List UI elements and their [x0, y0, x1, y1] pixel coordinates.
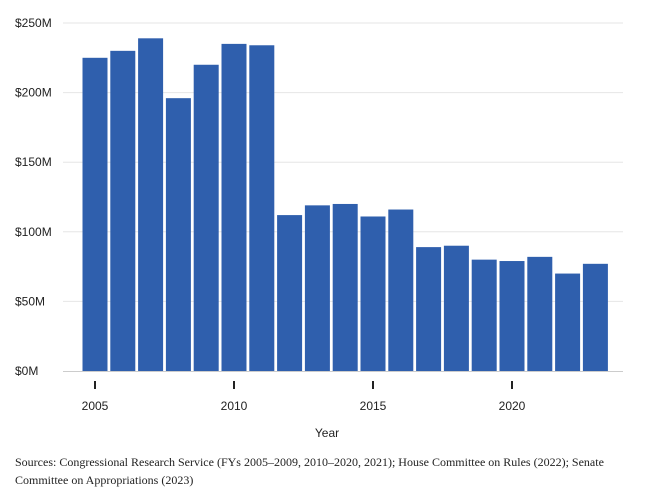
- bar-2007: [138, 38, 164, 371]
- bar-2012: [277, 215, 303, 371]
- y-tick-label: $100M: [15, 225, 52, 239]
- bar-2014: [332, 203, 358, 371]
- bar-2019: [471, 259, 497, 371]
- bar-2020: [499, 261, 525, 371]
- bar-2010: [221, 43, 247, 371]
- source-note: Sources: Congressional Research Service …: [15, 455, 604, 487]
- axes: $0M $50M $100M $150M $200M $250M 2005 2010 2015 2…: [15, 16, 623, 413]
- bar-2009: [193, 64, 219, 371]
- bar-2015: [360, 216, 386, 371]
- y-tick-label: $0M: [15, 364, 38, 378]
- bar-2011: [249, 45, 275, 371]
- y-tick-label: $200M: [15, 86, 52, 100]
- bar-2017: [416, 247, 442, 371]
- bar-2021: [527, 256, 553, 371]
- bar-2008: [165, 98, 191, 371]
- bar-2005: [82, 57, 108, 372]
- bar-2013: [304, 205, 330, 371]
- bar-2018: [443, 245, 469, 371]
- bar-2023: [582, 263, 608, 371]
- bar-2016: [388, 209, 414, 371]
- x-tick-label: 2010: [221, 399, 248, 413]
- y-tick-label: $250M: [15, 16, 52, 30]
- y-tick-label: $50M: [15, 294, 45, 308]
- y-tick-label: $150M: [15, 155, 52, 169]
- x-tick-label: 2015: [360, 399, 387, 413]
- x-axis-title: Year: [315, 426, 339, 440]
- x-tick-label: 2005: [82, 399, 109, 413]
- x-tick-label: 2020: [499, 399, 526, 413]
- bar-chart: $0M $50M $100M $150M $200M $250M 2005 2010 2015 2…: [15, 16, 623, 440]
- bar-2006: [110, 50, 136, 372]
- bars: [82, 38, 608, 372]
- bar-2022: [555, 273, 581, 371]
